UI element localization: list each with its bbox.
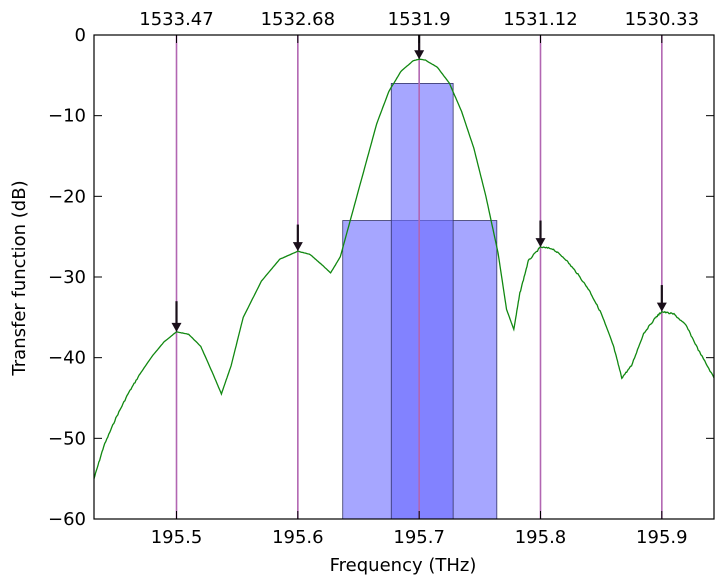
y-tick-label: −30 xyxy=(48,267,86,288)
shaded-region-2 xyxy=(390,83,454,520)
y-tick-label: −60 xyxy=(48,509,86,530)
peak-arrow-head xyxy=(656,302,667,312)
top-tick-label: 1531.12 xyxy=(503,9,577,30)
x-tick-label: 195.5 xyxy=(151,527,203,548)
y-tick-label: −20 xyxy=(48,186,86,207)
x-tick-label: 195.8 xyxy=(515,527,567,548)
peak-arrows xyxy=(171,35,667,332)
peak-arrow-head xyxy=(171,322,182,332)
top-tick-label: 1531.9 xyxy=(388,9,451,30)
y-tick-label: 0 xyxy=(75,25,86,46)
y-tick-label: −50 xyxy=(48,428,86,449)
axis-tick-labels: 195.5 195.6 195.7 195.8 195.9 1533.47 1532.68 1… xyxy=(48,9,699,548)
top-tick-label: 1530.33 xyxy=(625,9,699,30)
y-axis-label: Transfer function (dB) xyxy=(9,180,30,376)
peak-arrow-1 xyxy=(171,301,182,332)
axis-ticks xyxy=(94,34,714,520)
peak-arrow-5 xyxy=(656,285,667,312)
y-tick-label: −10 xyxy=(48,106,86,127)
y-tick-label: −40 xyxy=(48,348,86,369)
peak-arrow-head xyxy=(414,50,425,60)
peak-arrow-4 xyxy=(535,220,546,248)
peak-arrow-2 xyxy=(292,224,303,252)
x-tick-label: 195.7 xyxy=(393,527,445,548)
x-tick-label: 195.9 xyxy=(636,527,688,548)
top-tick-label: 1533.47 xyxy=(139,9,213,30)
x-axis-label: Frequency (THz) xyxy=(330,555,477,576)
peak-arrow-head xyxy=(535,238,546,248)
peak-arrow-head xyxy=(292,242,303,252)
channel-marker-lines xyxy=(175,35,663,519)
top-tick-label: 1532.68 xyxy=(261,9,335,30)
x-tick-label: 195.6 xyxy=(272,527,324,548)
